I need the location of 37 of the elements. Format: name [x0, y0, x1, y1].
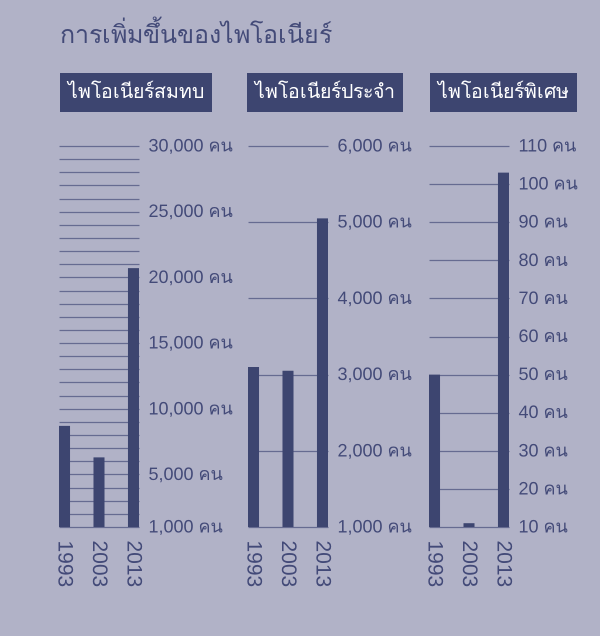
text: การเพิ่มขึ้นของไพโอเนียร์	[60, 18, 332, 51]
x-tick-label: 2013	[122, 540, 146, 588]
chart-subtitle: ไพโอเนียร์สมทบ	[60, 73, 212, 112]
y-tick-label: 20,000 คน	[148, 266, 233, 287]
y-tick-label: 25,000 คน	[148, 201, 233, 222]
y-tick-label: 6,000 คน	[338, 136, 412, 156]
y-tick-label: 10 คน	[518, 516, 568, 536]
y-tick-label: 5,000 คน	[338, 212, 412, 232]
y-tick-label: 40 คน	[518, 402, 568, 422]
y-tick-label: 4,000 คน	[338, 288, 412, 308]
x-tick-label: 2003	[277, 540, 300, 588]
x-tick-label: 2003	[88, 540, 111, 588]
y-tick-label: 1,000 คน	[338, 516, 412, 536]
y-tick-label: 3,000 คน	[338, 364, 412, 384]
y-tick-label: 20 คน	[518, 478, 568, 498]
y-tick-label: 50 คน	[518, 364, 568, 384]
y-tick-label: 90 คน	[518, 212, 568, 232]
y-tick-label: 70 คน	[518, 288, 568, 308]
y-tick-label: 100 คน	[518, 174, 578, 194]
y-tick-label: 30 คน	[518, 440, 568, 460]
y-tick-label: 10,000 คน	[148, 398, 233, 418]
x-tick-label: 2003	[458, 540, 481, 588]
y-tick-label: 1,000 คน	[148, 516, 223, 536]
chart-subtitle: ไพโอเนียร์พิเศษ	[430, 73, 577, 112]
x-tick-label: 2013	[492, 540, 516, 588]
y-tick-label: 5,000 คน	[148, 464, 223, 484]
y-tick-label: 110 คน	[518, 136, 576, 156]
x-tick-label: 2013	[311, 540, 334, 588]
chart-subtitle: ไพโอเนียร์ประจำ	[247, 73, 403, 112]
x-tick-label: 1993	[242, 540, 266, 588]
y-tick-label: 15,000 คน	[148, 332, 233, 353]
y-tick-label: 60 คน	[518, 326, 568, 346]
y-tick-label: 30,000 คน	[148, 136, 233, 156]
x-tick-label: 1993	[54, 540, 77, 588]
x-tick-label: 1993	[424, 540, 447, 588]
y-tick-label: 2,000 คน	[338, 440, 412, 460]
y-tick-label: 80 คน	[518, 250, 568, 270]
